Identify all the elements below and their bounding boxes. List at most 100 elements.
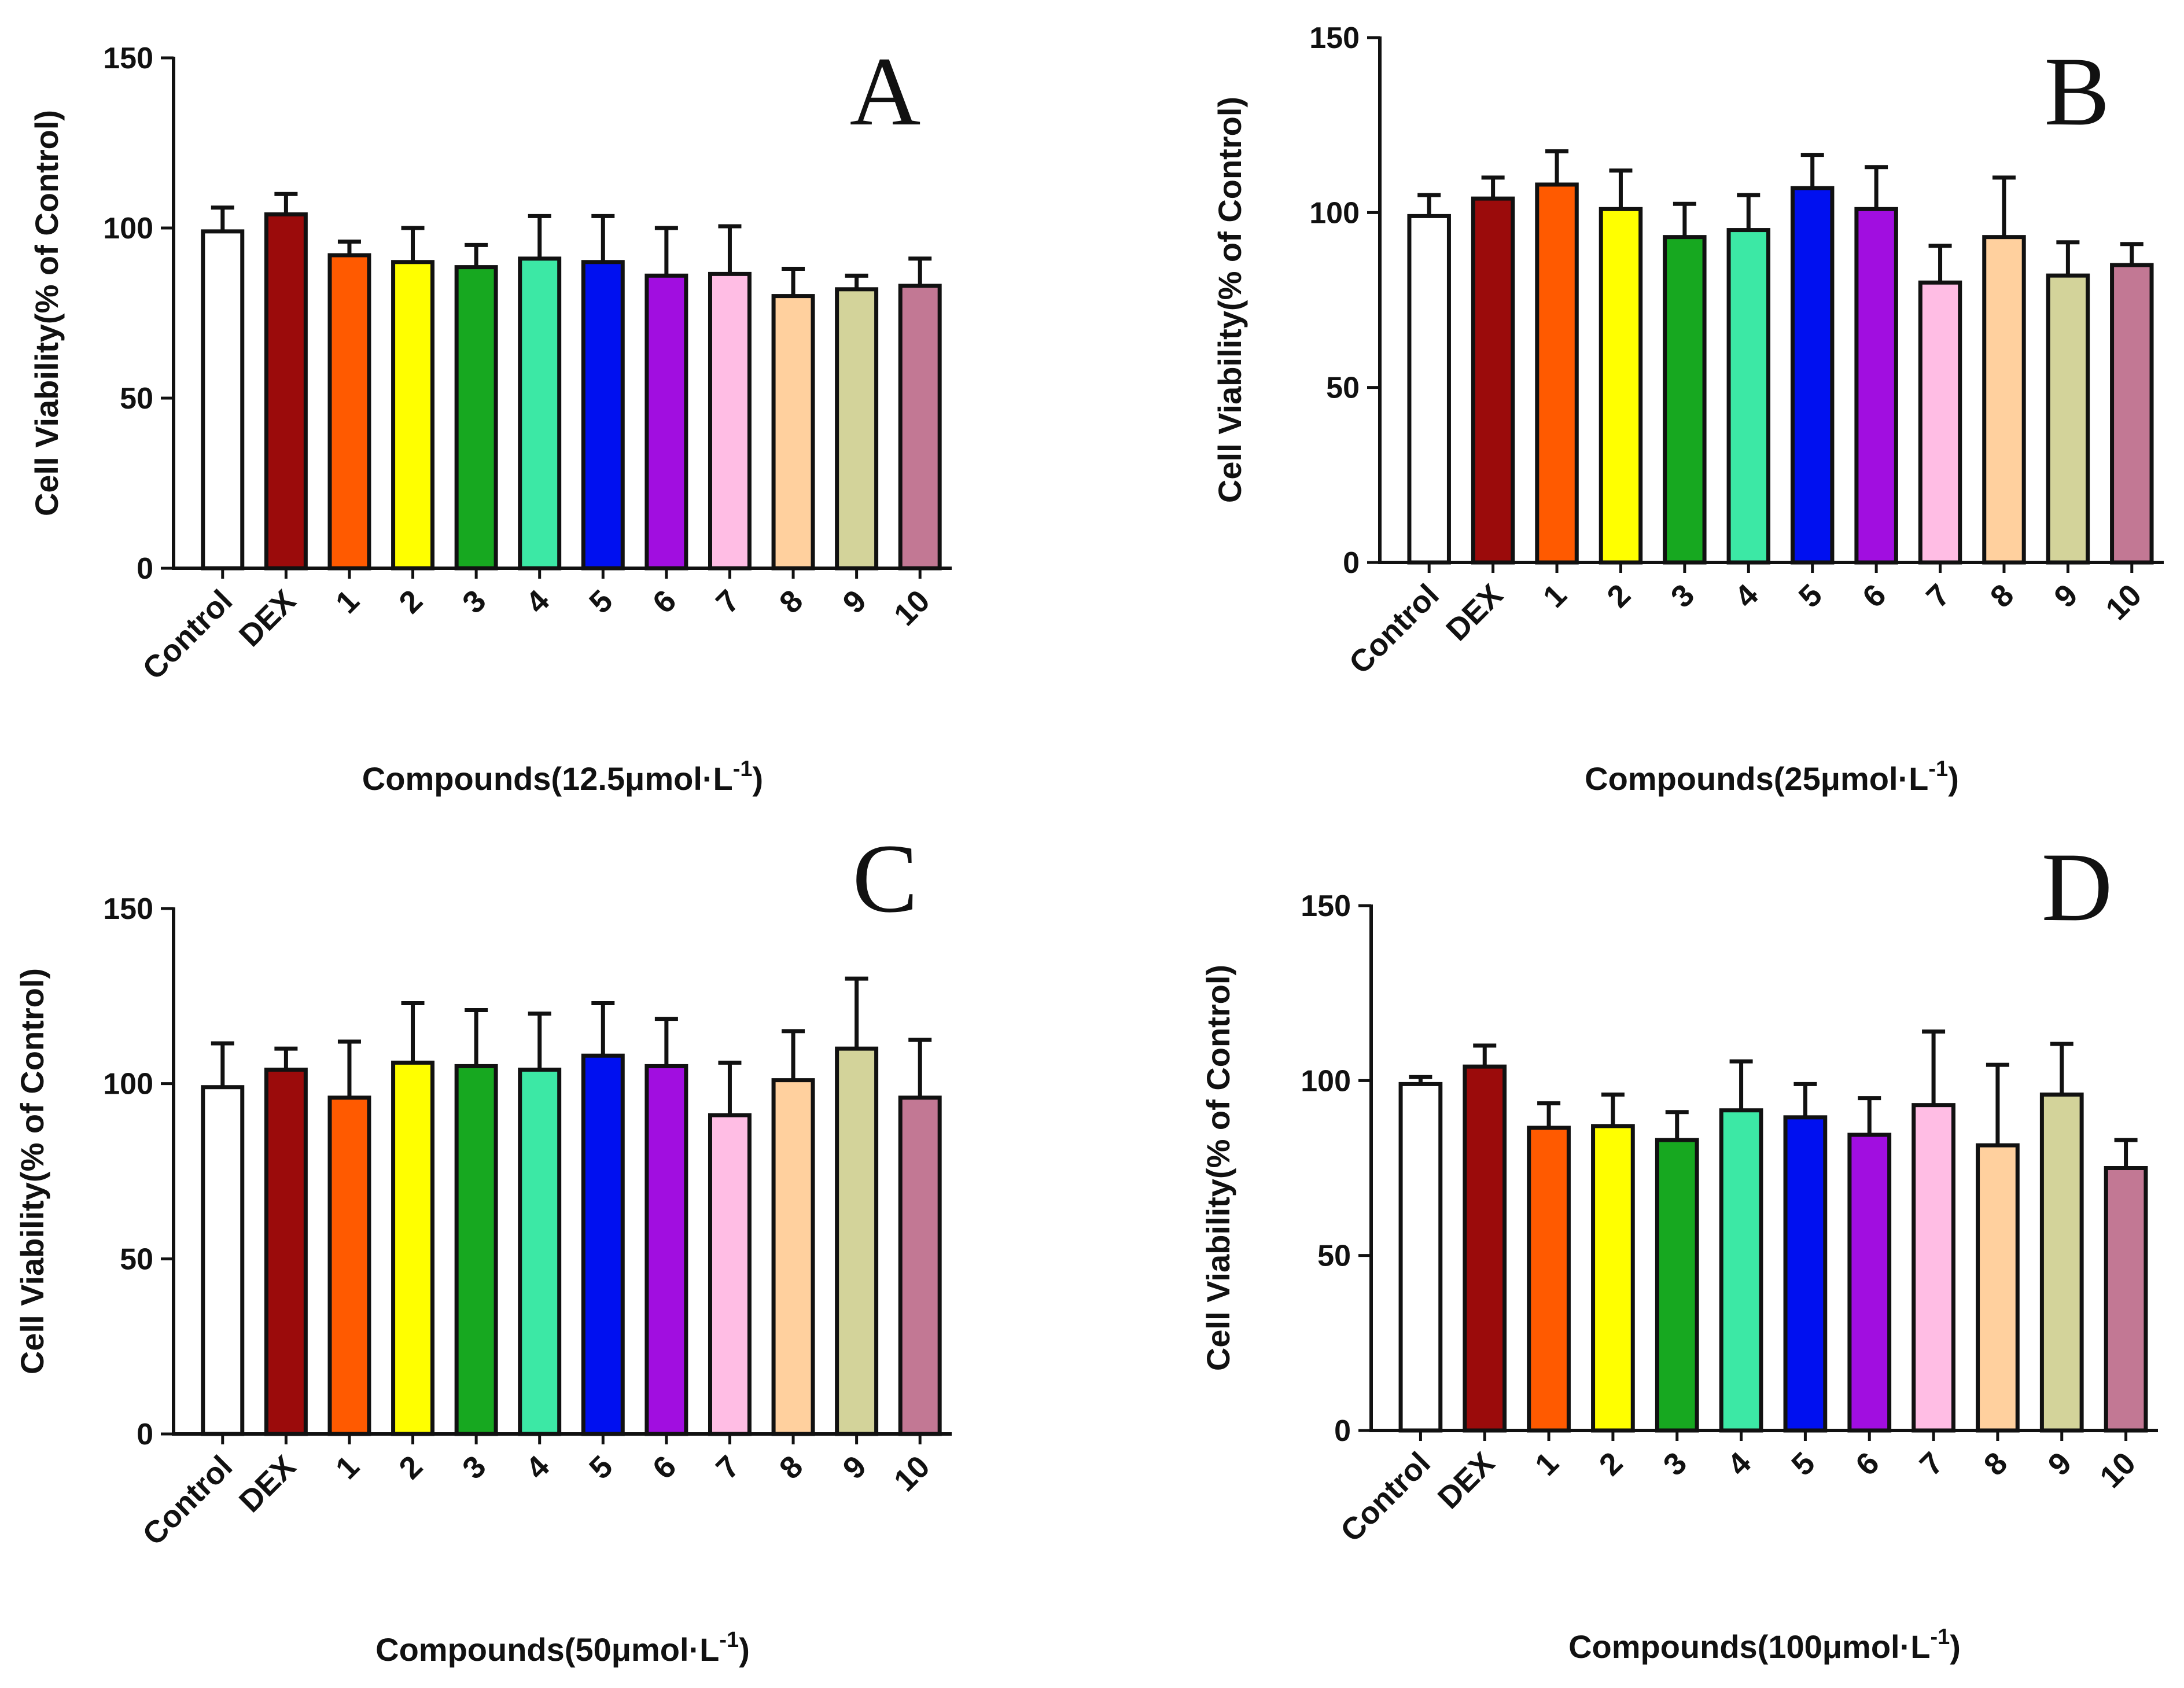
category-label: DEX <box>233 1449 303 1519</box>
x-axis-title: Compounds(50μmol·L-1) <box>375 1628 750 1668</box>
category-label: DEX <box>233 583 303 653</box>
y-axis-title: Cell Viability(% of Control) <box>14 968 50 1374</box>
bar-3 <box>454 1064 498 1436</box>
bar-4 <box>518 1067 562 1436</box>
category-label: 2 <box>392 583 429 620</box>
category-label: 7 <box>709 1449 746 1486</box>
category-label: 2 <box>1600 578 1637 615</box>
y-tick-label: 100 <box>103 212 153 245</box>
x-axis-title-sup: -1 <box>1928 757 1948 781</box>
category-label: 1 <box>329 1449 366 1486</box>
bar-control <box>201 229 245 571</box>
y-tick-label: 100 <box>103 1068 153 1101</box>
y-tick-label: 100 <box>1309 196 1360 230</box>
category-label: 3 <box>1657 1446 1694 1483</box>
bar-1 <box>327 1095 371 1436</box>
category-label: 1 <box>1529 1446 1566 1483</box>
bar-6 <box>1847 1132 1892 1433</box>
bar-control <box>1398 1082 1443 1433</box>
bar-1 <box>1527 1126 1571 1433</box>
x-axis-title-sup: -1 <box>1930 1625 1950 1649</box>
x-axis-title: Compounds(100μmol·L-1) <box>1568 1625 1961 1665</box>
category-label: 9 <box>2042 1446 2079 1483</box>
bar-5 <box>1790 186 1835 565</box>
bar-2 <box>391 260 435 571</box>
y-tick-label: 150 <box>103 892 153 926</box>
y-tick-label: 50 <box>120 1242 153 1276</box>
bar-10 <box>898 1095 942 1436</box>
category-label: 8 <box>773 1449 810 1486</box>
bar-8 <box>1976 1143 2020 1433</box>
y-tick-label: 50 <box>1326 372 1360 405</box>
x-axis-title-main: Compounds(100μmol·L <box>1568 1628 1930 1665</box>
bar-9 <box>835 287 879 571</box>
category-label: 1 <box>1537 578 1574 615</box>
category-label: 10 <box>887 583 937 632</box>
y-tick-label: 0 <box>1343 546 1360 580</box>
bar-4 <box>1726 228 1771 565</box>
category-label: 6 <box>646 1449 683 1486</box>
bar-9 <box>835 1046 879 1436</box>
category-label: 2 <box>392 1449 429 1486</box>
bar-4 <box>1719 1108 1763 1433</box>
category-label: 7 <box>1913 1446 1950 1483</box>
category-label: 9 <box>2047 578 2084 615</box>
y-axis-title: Cell Viability(% of Control) <box>28 110 65 516</box>
bar-5 <box>581 260 625 571</box>
bar-5 <box>1783 1115 1828 1433</box>
category-label: 8 <box>1977 1446 2014 1483</box>
x-axis-title-end: ) <box>1950 1628 1961 1665</box>
panel-letter: B <box>2044 37 2109 146</box>
category-label: 8 <box>773 583 810 620</box>
bar-7 <box>708 1113 752 1436</box>
category-label: Control <box>1334 1446 1437 1549</box>
category-label: 3 <box>1664 578 1701 615</box>
category-label: 7 <box>709 583 746 620</box>
category-label: 1 <box>329 583 366 620</box>
category-label: 6 <box>1856 578 1893 615</box>
category-label: 6 <box>1849 1446 1886 1483</box>
x-axis-title-end: ) <box>1948 760 1959 797</box>
bar-3 <box>1655 1138 1699 1433</box>
category-label: 3 <box>456 583 493 620</box>
bar-6 <box>644 273 688 571</box>
y-axis-title: Cell Viability(% of Control) <box>1211 97 1248 503</box>
category-label: Control <box>136 1449 239 1552</box>
category-label: 3 <box>456 1449 493 1486</box>
category-label: 4 <box>1728 578 1765 615</box>
x-axis-title-main: Compounds(25μmol·L <box>1585 760 1928 797</box>
bar-dex <box>264 1067 308 1436</box>
y-tick-label: 0 <box>137 552 153 586</box>
x-axis-title-main: Compounds(12.5μmol·L <box>362 760 733 797</box>
bar-1 <box>327 253 371 571</box>
bar-7 <box>1918 280 1962 565</box>
bar-dex <box>1463 1064 1507 1433</box>
bar-8 <box>771 294 815 571</box>
bar-dex <box>264 212 308 571</box>
category-label: 6 <box>646 583 683 620</box>
category-label: 4 <box>1721 1446 1758 1483</box>
x-axis-title-main: Compounds(50μmol·L <box>375 1631 719 1668</box>
x-axis-title: Compounds(25μmol·L-1) <box>1585 757 1959 797</box>
y-axis-title: Cell Viability(% of Control) <box>1200 965 1236 1371</box>
bar-7 <box>1912 1103 1955 1433</box>
x-axis-title-end: ) <box>739 1631 750 1668</box>
bar-10 <box>2104 1166 2148 1433</box>
category-label: 5 <box>583 1449 620 1486</box>
category-label: 7 <box>1920 578 1957 615</box>
category-label: 8 <box>1984 578 2021 615</box>
bar-2 <box>1591 1124 1635 1433</box>
bar-10 <box>2110 263 2154 565</box>
x-axis-title-end: ) <box>753 760 764 797</box>
category-label: 4 <box>520 583 557 620</box>
x-axis-title-sup: -1 <box>733 757 753 781</box>
y-tick-label: 150 <box>1309 21 1360 55</box>
bar-3 <box>1663 235 1707 565</box>
bar-10 <box>898 284 942 571</box>
bar-8 <box>771 1078 815 1436</box>
